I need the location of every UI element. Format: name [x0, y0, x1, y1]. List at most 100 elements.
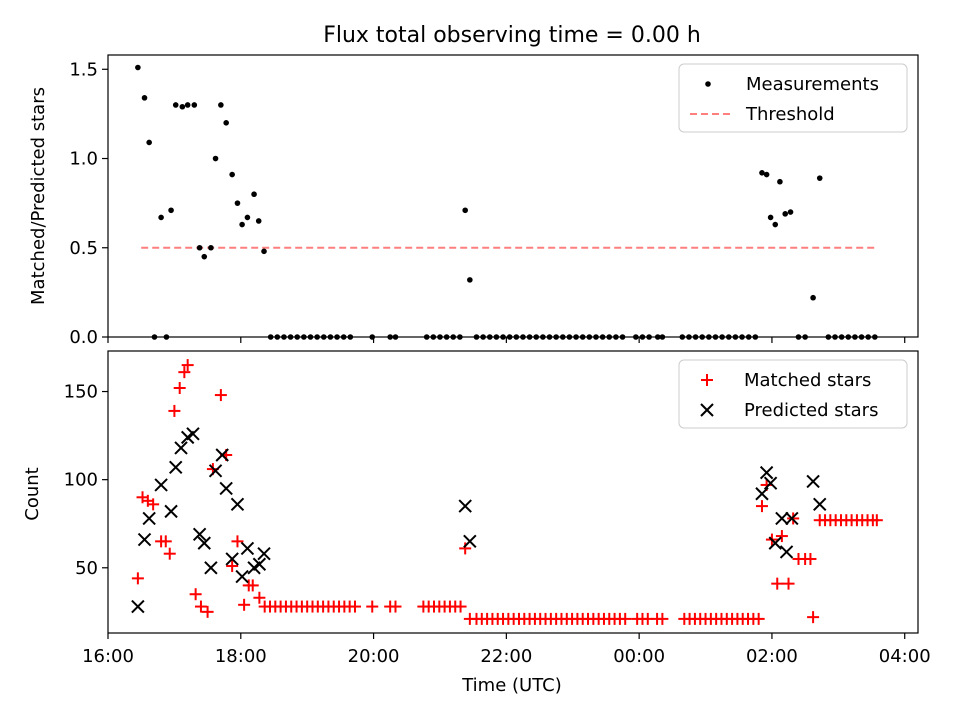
- matched-star-point: [173, 382, 186, 395]
- predicted-star-point: [240, 541, 255, 556]
- predicted-star-point: [137, 532, 152, 547]
- bottom-plot-area: [131, 359, 883, 625]
- measurement-point: [191, 102, 198, 108]
- predicted-star-point: [186, 427, 200, 441]
- top-y-tick-label: 0.5: [69, 238, 98, 259]
- predicted-star-point: [174, 441, 188, 455]
- predicted-star-stroke: [164, 504, 178, 519]
- predicted-star-stroke: [755, 487, 769, 501]
- predicted-star-stroke: [235, 569, 249, 584]
- measurement-point: [810, 294, 816, 301]
- predicted-star-stroke: [186, 427, 200, 441]
- predicted-star-stroke: [204, 561, 218, 575]
- measurement-point: [168, 207, 174, 214]
- predicted-star-point: [142, 511, 156, 526]
- measurement-point: [229, 171, 235, 178]
- legend-matched-marker: [701, 374, 713, 386]
- top-y-tick-label: 1.0: [69, 149, 98, 170]
- top-axes-frame: [107, 54, 919, 338]
- measurement-point: [816, 175, 823, 181]
- measurement-point: [212, 155, 219, 162]
- measurement-point: [777, 178, 783, 185]
- predicted-star-point: [225, 552, 239, 566]
- bottom-y-tick-label: 100: [64, 470, 98, 491]
- matched-star-point: [226, 560, 239, 573]
- predicted-star-point: [759, 465, 774, 480]
- predicted-star-point: [204, 561, 218, 575]
- bottom-y-tick-label: 150: [64, 382, 98, 403]
- matched-star-point: [168, 404, 181, 417]
- bottom-axes-frame: [107, 350, 919, 634]
- x-tick-label: 02:00: [746, 646, 798, 667]
- measurement-point: [196, 244, 203, 251]
- predicted-star-point: [813, 497, 827, 512]
- bottom-legend: Matched stars Predicted stars: [678, 359, 908, 429]
- matched-star-point: [755, 500, 768, 513]
- matched-star-point: [189, 588, 202, 601]
- predicted-star-stroke: [197, 536, 211, 550]
- legend-predicted-label: Predicted stars: [744, 400, 878, 421]
- matched-star-point: [147, 498, 160, 511]
- x-tick-label: 22:00: [480, 646, 532, 667]
- matched-star-point: [348, 600, 361, 613]
- matched-star-point: [246, 579, 259, 592]
- measurement-point: [135, 64, 141, 71]
- bottom-axis-ticks: 50 100 150 16:00 18:00 20:00 22:00 00:00 02:00 04…: [64, 382, 931, 667]
- matched-star-point: [194, 600, 207, 613]
- predicted-star-stroke: [208, 464, 223, 478]
- legend-predicted-marker: [700, 403, 714, 417]
- legend-measurements-marker: [705, 81, 711, 87]
- predicted-star-stroke: [131, 599, 145, 614]
- measurement-point: [782, 211, 789, 217]
- measurement-point: [239, 221, 245, 228]
- legend-measurements-label: Measurements: [746, 74, 879, 95]
- matched-star-point: [178, 366, 191, 379]
- predicted-star-stroke: [230, 497, 245, 512]
- matched-star-point: [870, 514, 883, 527]
- measurement-point: [179, 103, 186, 110]
- measurement-point: [184, 102, 191, 108]
- top-chart-title: Flux total observing time = 0.00 h: [323, 23, 701, 48]
- predicted-star-stroke: [252, 557, 267, 571]
- predicted-star-point: [458, 499, 472, 513]
- matched-star-point: [656, 612, 669, 625]
- predicted-star-point: [755, 487, 769, 501]
- predicted-star-stroke: [174, 441, 188, 455]
- matched-star-point: [775, 530, 788, 543]
- predicted-star-stroke: [240, 541, 255, 556]
- matched-star-point: [159, 535, 172, 548]
- predicted-star-point: [197, 536, 211, 550]
- predicted-star-point: [169, 460, 183, 475]
- predicted-star-stroke: [813, 497, 827, 512]
- measurement-point: [261, 248, 267, 255]
- bottom-legend-frame: [678, 359, 908, 429]
- predicted-star-point: [215, 448, 229, 462]
- measurement-point: [759, 169, 765, 176]
- predicted-star-stroke: [763, 476, 778, 490]
- top-y-ticks: 0.0 0.5 1.0 1.5: [69, 59, 906, 348]
- matched-star-point: [454, 600, 467, 613]
- legend-matched-label: Matched stars: [744, 370, 871, 391]
- measurement-point: [141, 95, 148, 101]
- matched-star-point: [231, 535, 244, 548]
- measurement-point: [763, 171, 770, 178]
- predicted-star-stroke: [779, 545, 794, 559]
- matched-star-point: [459, 542, 472, 555]
- matched-star-point: [619, 612, 632, 625]
- predicted-star-stroke: [154, 478, 168, 492]
- measurement-point: [251, 191, 257, 198]
- predicted-star-stroke: [137, 532, 152, 547]
- predicted-star-point: [806, 474, 820, 489]
- predicted-star-stroke: [768, 536, 782, 550]
- measurement-point: [223, 120, 229, 126]
- measurement-point: [172, 102, 179, 108]
- matched-star-point: [771, 577, 784, 590]
- predicted-star-point: [235, 569, 249, 584]
- predicted-star-stroke: [215, 448, 229, 462]
- top-legend: Measurements Threshold: [678, 63, 908, 133]
- predicted-star-stroke: [759, 465, 774, 480]
- predicted-star-point: [763, 476, 778, 490]
- predicted-star-point: [131, 599, 145, 614]
- matched-star-point: [181, 359, 194, 372]
